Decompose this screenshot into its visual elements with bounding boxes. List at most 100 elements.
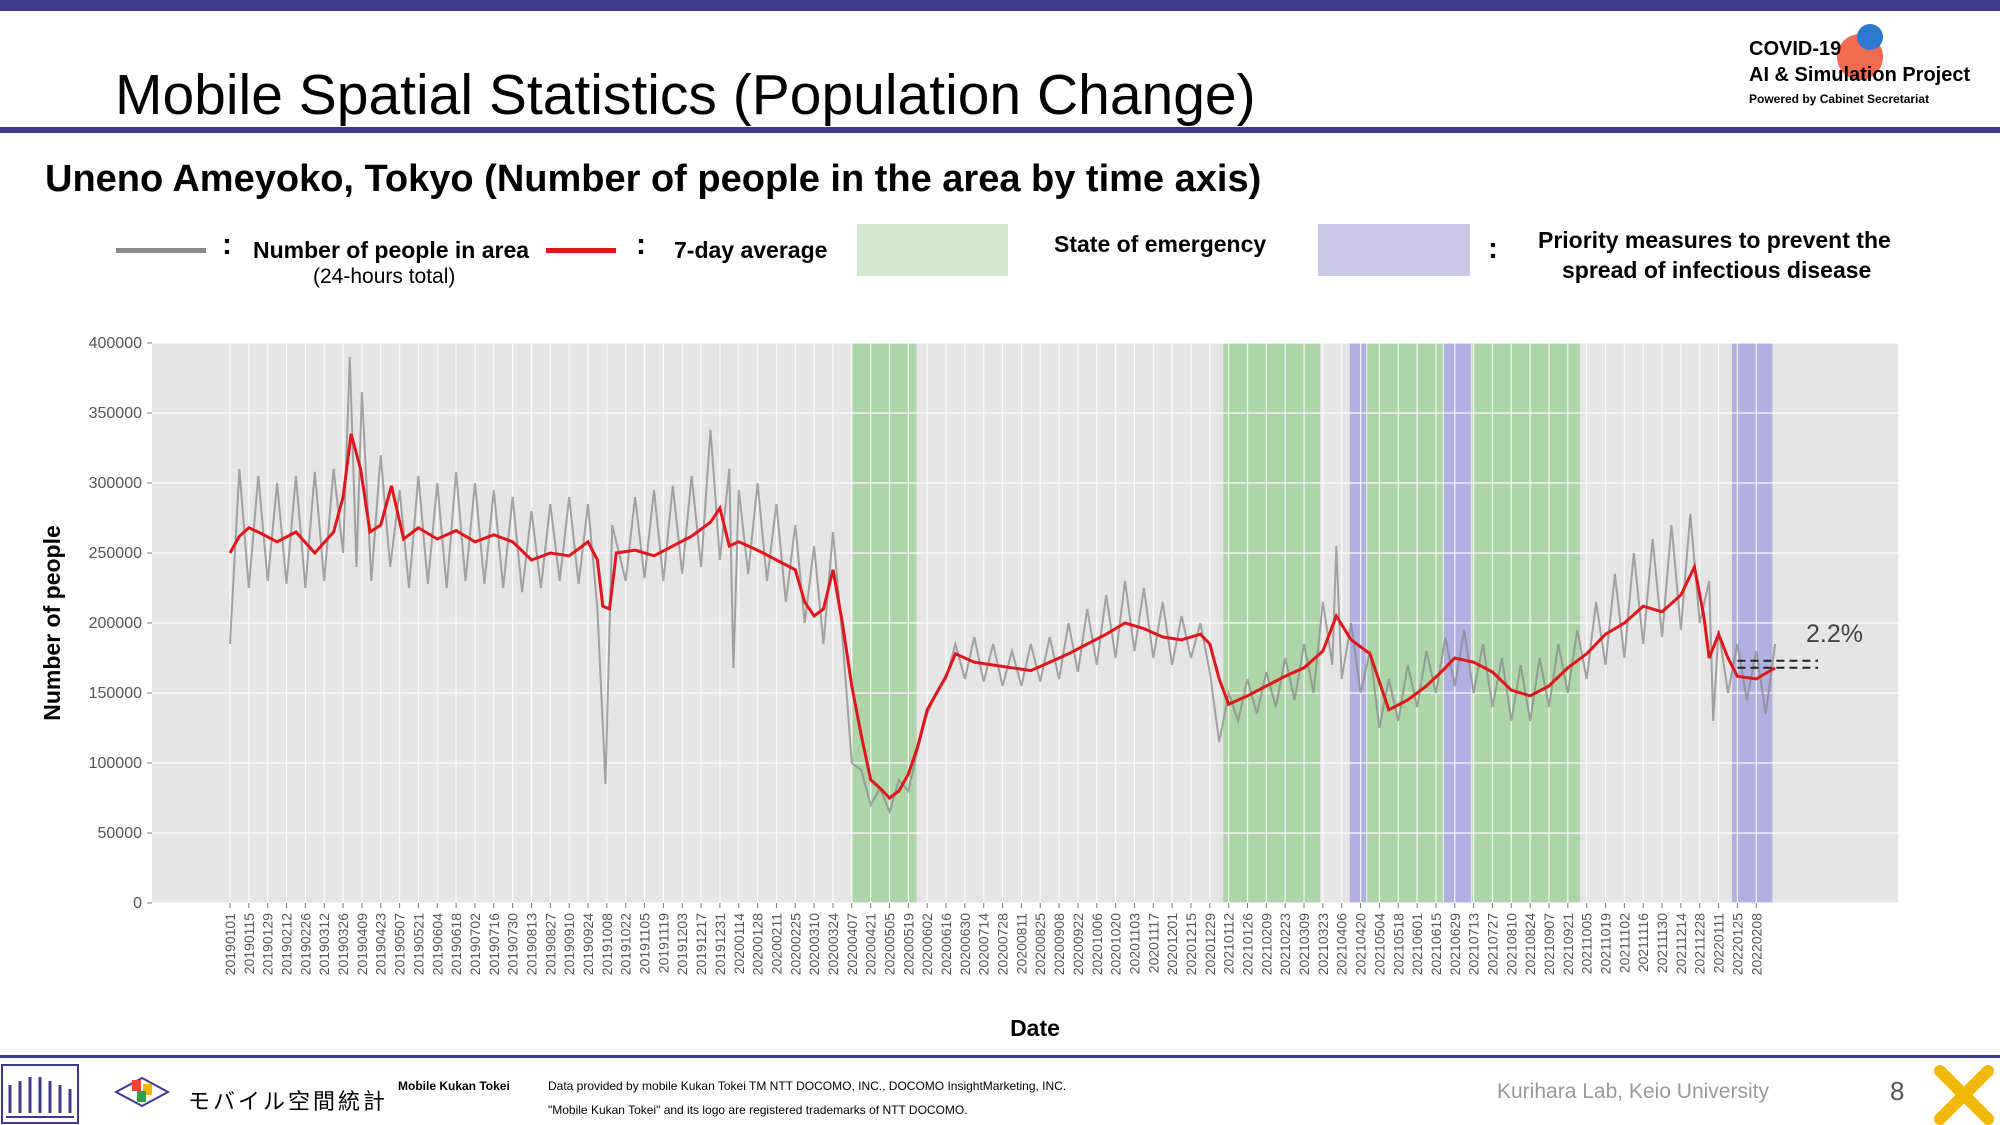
x-tick-label: 20200114	[731, 913, 747, 974]
x-tick-label: 20220208	[1748, 913, 1764, 976]
x-tick-label: 20201117	[1145, 913, 1161, 973]
top-banner-bar	[0, 0, 2000, 11]
x-tick-label: 20191105	[637, 913, 653, 974]
x-tick-label: 20190730	[505, 913, 521, 976]
x-tick-label: 20210406	[1334, 913, 1350, 976]
y-axis-label: Number of people	[39, 525, 65, 721]
brand-jp: モバイル空間統計	[188, 1089, 389, 1114]
x-tick-label: 20191217	[693, 913, 709, 976]
x-tick-label: 20190115	[241, 913, 257, 974]
y-tick-label: 150000	[89, 685, 142, 702]
annotation-percent: 2.2%	[1806, 620, 1863, 648]
y-tick-label: 400000	[89, 335, 142, 352]
x-tick-label: 20190409	[354, 913, 370, 976]
y-tick-label: 300000	[89, 475, 142, 492]
x-tick-label: 20190618	[448, 913, 464, 976]
x-tick-label: 20190212	[279, 913, 295, 976]
x-tick-label: 20200310	[806, 913, 822, 976]
logo-blue-dot-icon	[1857, 24, 1883, 50]
x-tick-label: 20211130	[1654, 913, 1670, 973]
x-tick-label: 20211214	[1673, 913, 1689, 974]
series-line-7-day-average	[228, 433, 1776, 800]
brand-en: Mobile Kukan Tokei	[398, 1079, 510, 1093]
x-tick-label: 20200421	[863, 913, 879, 976]
x-tick-label: 20210921	[1560, 913, 1576, 976]
x-tick-label: 20200714	[976, 913, 992, 976]
x-tick-label: 20200728	[995, 913, 1011, 976]
x-tick-label: 20210126	[1240, 913, 1256, 976]
logo-line2: AI & Simulation Project	[1749, 64, 1971, 86]
legend-raw-swatch	[116, 248, 206, 253]
x-tick-label: 20210223	[1277, 913, 1293, 976]
x-tick-label: 20200128	[750, 913, 766, 976]
x-tick-label: 20210309	[1296, 913, 1312, 976]
page-number: 8	[1890, 1076, 1905, 1106]
x-tick-label: 20200616	[938, 913, 954, 976]
x-tick-label: 20201215	[1183, 913, 1199, 976]
x-tick-label: 20190101	[222, 913, 238, 976]
legend-colon: :	[1488, 232, 1498, 265]
x-logo-icon	[1934, 1065, 1994, 1125]
x-tick-label: 20200922	[1070, 913, 1086, 976]
x-tick-label: 20200225	[787, 913, 803, 976]
y-tick-label: 0	[133, 895, 142, 912]
series-line-people-in-area	[229, 356, 1777, 816]
x-tick-label: 20210907	[1541, 913, 1557, 976]
x-tick-label: 20211005	[1579, 913, 1595, 974]
x-tick-label: 20190326	[335, 913, 351, 976]
population-chart: 20190101 20190115 20190129 20190212 20190226…	[39, 335, 1898, 1041]
x-tick-label: 20200407	[844, 913, 860, 976]
x-tick-label: 20200825	[1032, 913, 1048, 976]
x-tick-label: 20201006	[1089, 913, 1105, 976]
title-divider	[0, 127, 2000, 133]
x-tick-label: 20200630	[957, 913, 973, 976]
x-tick-label: 20190813	[523, 913, 539, 976]
x-tick-label: 20201020	[1108, 913, 1124, 976]
x-tick-label: 20220111	[1711, 913, 1727, 973]
x-tick-label: 20210810	[1503, 913, 1519, 976]
x-tick-label: 20200602	[919, 913, 935, 976]
x-tick-label: 20190716	[486, 913, 502, 976]
legend-colon: :	[636, 228, 646, 261]
x-tick-label: 20211102	[1616, 913, 1632, 973]
x-tick-label: 20211228	[1692, 913, 1708, 974]
x-tick-label: 20190702	[467, 913, 483, 976]
x-tick-label: 20191231	[712, 913, 728, 976]
y-tick-label: 250000	[89, 545, 142, 562]
x-tick-label: 20200505	[881, 913, 897, 976]
x-tick-label: 20191008	[599, 913, 615, 976]
legend-people-label: Number of people in area	[253, 237, 530, 263]
x-tick-label: 20210727	[1484, 913, 1500, 976]
x-tick-label: 20190423	[373, 913, 389, 976]
x-tick-label: 20190226	[297, 913, 313, 976]
x-axis-label: Date	[1010, 1015, 1060, 1041]
x-tick-label: 20210615	[1428, 913, 1444, 976]
x-tick-label: 20191022	[618, 913, 634, 976]
x-tick-label: 20190521	[410, 913, 426, 976]
x-tick-label: 20210112	[1221, 913, 1237, 974]
logo-line3: Powered by Cabinet Secretariat	[1749, 92, 1930, 106]
x-tick-label: 20210601	[1409, 913, 1425, 976]
x-tick-label: 20190910	[561, 913, 577, 976]
legend-avg-label: 7-day average	[674, 237, 828, 263]
x-tick-label: 20201229	[1202, 913, 1218, 976]
x-tick-label: 20210323	[1315, 913, 1331, 976]
x-tick-label: 20200324	[825, 913, 841, 976]
x-tick-label: 20211116	[1635, 913, 1651, 972]
x-tick-label: 20210824	[1522, 913, 1538, 976]
chart-subtitle: Uneno Ameyoko, Tokyo (Number of people i…	[45, 158, 1262, 200]
x-tick-label: 20210713	[1466, 913, 1482, 976]
footer-divider	[0, 1055, 2000, 1058]
x-tick-label: 20201103	[1126, 913, 1142, 974]
x-tick-label: 20210504	[1371, 913, 1387, 976]
x-tick-label: 20201201	[1164, 913, 1180, 976]
x-tick-label: 20190312	[316, 913, 332, 976]
x-tick-label: 20210420	[1353, 913, 1369, 976]
y-tick-label: 200000	[89, 615, 142, 632]
x-tick-label: 20200908	[1051, 913, 1067, 976]
legend-emergency-swatch	[857, 224, 1008, 276]
x-tick-label: 20200211	[768, 913, 784, 974]
x-tick-label: 20190924	[580, 913, 596, 976]
x-tick-label: 20190129	[260, 913, 276, 976]
credit-line-2: "Mobile Kukan Tokei" and its logo are re…	[548, 1103, 968, 1117]
